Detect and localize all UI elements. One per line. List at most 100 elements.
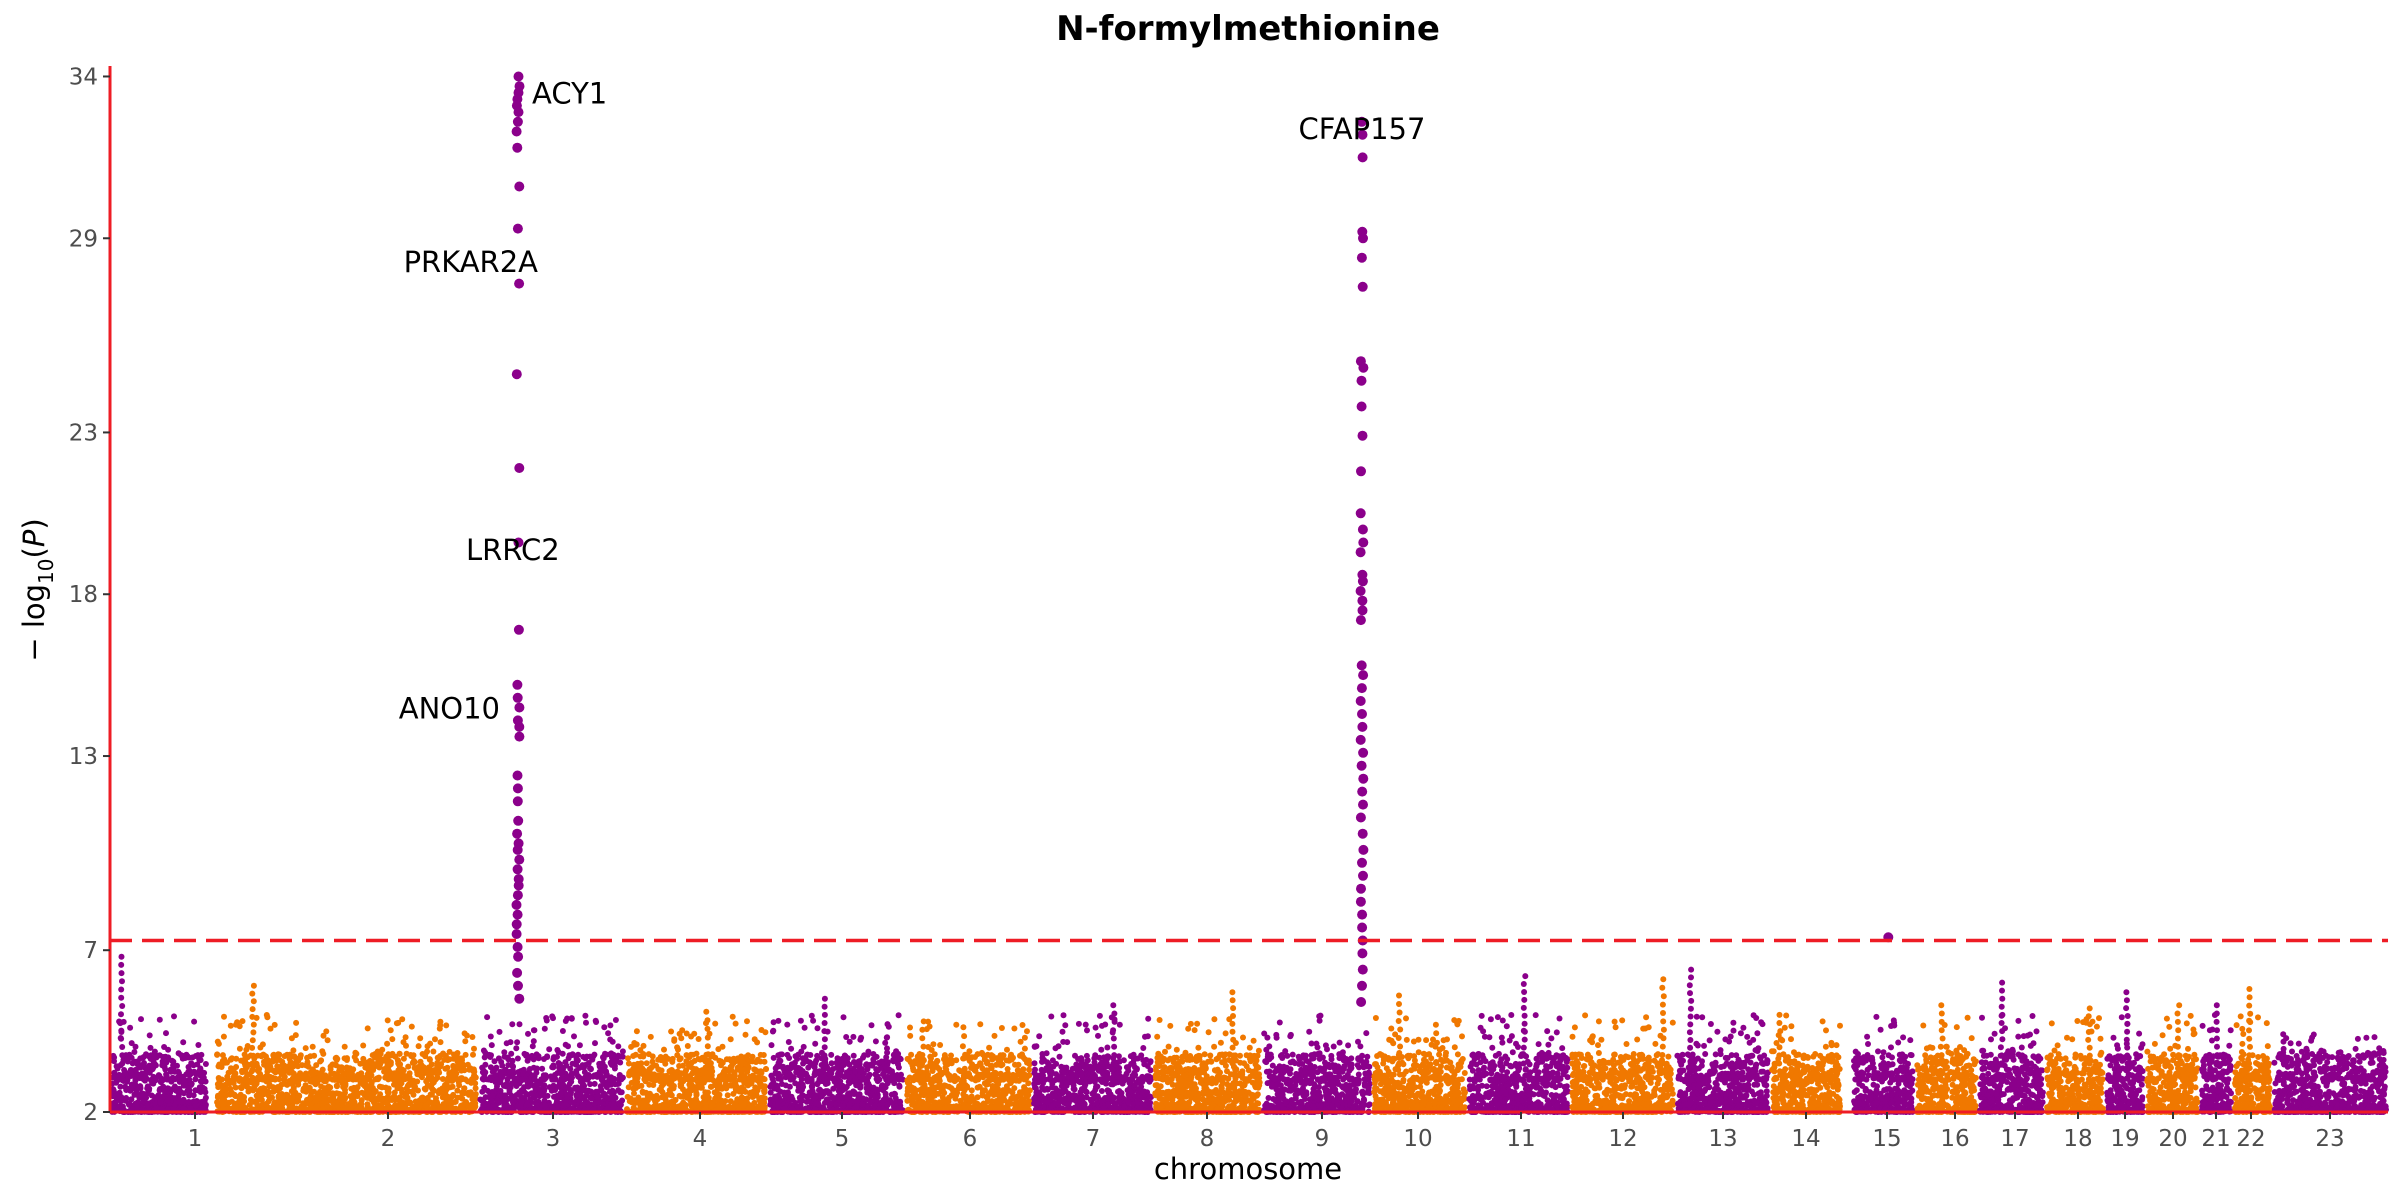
snp-point xyxy=(148,1045,154,1051)
snp-point xyxy=(788,1046,794,1052)
snp-point xyxy=(874,1087,880,1093)
snp-point xyxy=(702,1070,708,1076)
snp-point xyxy=(821,1028,827,1034)
snp-point xyxy=(260,1041,266,1047)
snp-point xyxy=(531,1038,537,1044)
snp-point xyxy=(378,1102,384,1108)
snp-point xyxy=(799,1076,805,1082)
snp-point xyxy=(300,1100,306,1106)
snp-point xyxy=(885,1102,891,1108)
snp-point xyxy=(591,1052,597,1058)
snp-point xyxy=(507,1087,513,1093)
snp-point xyxy=(202,1086,208,1092)
snp-point xyxy=(584,1077,590,1083)
snp-point xyxy=(465,1090,471,1096)
snp-point xyxy=(151,1054,157,1060)
snp-point xyxy=(703,1009,709,1015)
snp-point xyxy=(281,1081,287,1087)
snp-point xyxy=(180,1039,186,1045)
data-points xyxy=(109,72,2389,1116)
snp-point xyxy=(461,1063,467,1069)
snp-point xyxy=(418,1059,424,1065)
snp-point xyxy=(792,1064,798,1070)
snp-point xyxy=(675,1047,681,1053)
snp-point xyxy=(311,1089,317,1095)
snp-point xyxy=(469,1034,475,1040)
snp-point xyxy=(653,1063,659,1069)
snp-point xyxy=(127,1025,133,1031)
snp-point xyxy=(594,1094,600,1100)
snp-point xyxy=(567,1077,573,1083)
snp-point xyxy=(753,1059,759,1065)
snp-point xyxy=(353,1057,359,1063)
snp-point xyxy=(325,1037,331,1043)
snp-point xyxy=(705,1061,711,1067)
snp-point xyxy=(165,1047,171,1053)
snp-point xyxy=(885,1080,891,1086)
snp-point xyxy=(524,1102,530,1108)
snp-point xyxy=(267,1082,273,1088)
snp-point xyxy=(729,1063,735,1069)
snp-point xyxy=(786,1073,792,1079)
snp-point xyxy=(157,1017,163,1023)
snp-point xyxy=(440,1051,446,1057)
snp-point xyxy=(242,1105,248,1111)
snp-point xyxy=(250,1006,256,1012)
snp-point xyxy=(237,1046,243,1052)
snp-point xyxy=(240,1018,246,1024)
snp-point xyxy=(385,1076,391,1082)
snp-point xyxy=(755,1085,761,1091)
snp-point xyxy=(631,1040,637,1046)
snp-point xyxy=(119,954,125,960)
snp-point xyxy=(891,1057,897,1063)
snp-point xyxy=(546,1046,552,1052)
snp-point xyxy=(202,1102,208,1108)
snp-point xyxy=(259,1089,265,1095)
snp-point xyxy=(525,1031,531,1037)
snp-point xyxy=(294,1099,300,1105)
snp-point xyxy=(560,1103,566,1109)
snp-point xyxy=(829,1060,835,1066)
snp-point xyxy=(678,1055,684,1061)
snp-point xyxy=(873,1038,879,1044)
snp-point xyxy=(737,1087,743,1093)
snp-point xyxy=(754,1039,760,1045)
snp-point xyxy=(619,1075,625,1081)
snp-point xyxy=(705,1035,711,1041)
snp-point xyxy=(721,1069,727,1075)
snp-point xyxy=(186,1055,192,1061)
snp-point xyxy=(822,1020,828,1026)
snp-point xyxy=(867,1097,873,1103)
snp-point xyxy=(385,1017,391,1023)
snp-point xyxy=(417,1065,423,1071)
snp-point xyxy=(677,1077,683,1083)
snp-point xyxy=(822,1044,828,1050)
snp-point xyxy=(502,1092,508,1098)
snp-point xyxy=(592,1081,598,1087)
snp-point xyxy=(517,1021,523,1027)
snp-point xyxy=(497,1029,503,1035)
snp-point xyxy=(405,1083,411,1089)
snp-point xyxy=(691,1031,697,1037)
snp-point xyxy=(119,1044,125,1050)
snp-point xyxy=(703,1052,709,1058)
snp-point xyxy=(427,1056,433,1062)
snp-point xyxy=(441,1057,447,1063)
snp-point xyxy=(126,1086,132,1092)
snp-point xyxy=(893,1048,899,1054)
snp-point xyxy=(534,1082,540,1088)
snp-point xyxy=(725,1092,731,1098)
snp-point xyxy=(389,1036,395,1042)
snp-point xyxy=(869,1063,875,1069)
snp-point xyxy=(822,1036,828,1042)
snp-point xyxy=(412,1059,418,1065)
snp-point xyxy=(266,1059,272,1065)
snp-point xyxy=(931,1084,937,1090)
snp-point xyxy=(447,1095,453,1101)
snp-point xyxy=(342,1087,348,1093)
snp-point xyxy=(178,1052,184,1058)
snp-point xyxy=(743,1061,749,1067)
snp-point xyxy=(307,1096,313,1102)
snp-point xyxy=(178,1099,184,1105)
snp-point xyxy=(530,1043,536,1049)
